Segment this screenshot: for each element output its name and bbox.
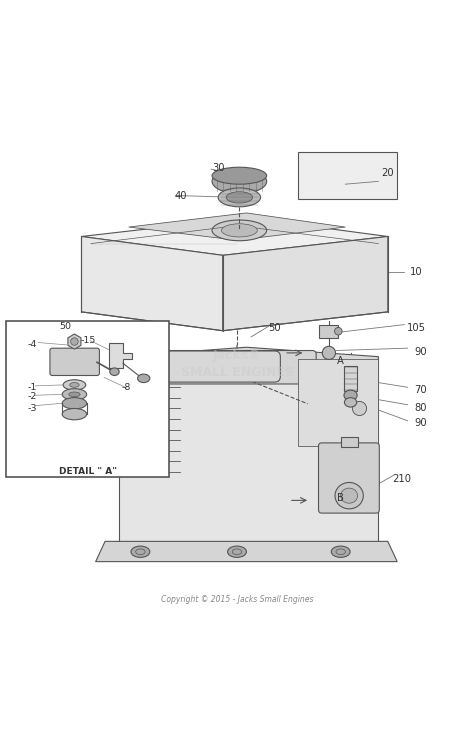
Ellipse shape (341, 488, 357, 503)
Polygon shape (128, 213, 346, 240)
FancyBboxPatch shape (139, 351, 316, 384)
Ellipse shape (131, 546, 150, 557)
Text: 10: 10 (410, 267, 422, 277)
Text: -15: -15 (81, 336, 96, 345)
Polygon shape (119, 347, 378, 366)
Text: A: A (337, 357, 344, 366)
Text: -4: -4 (27, 340, 36, 349)
Ellipse shape (345, 397, 357, 407)
Bar (6, 321, 169, 477)
Text: 30: 30 (212, 163, 224, 173)
Ellipse shape (335, 327, 342, 335)
Ellipse shape (137, 374, 150, 382)
Text: 90: 90 (414, 418, 427, 427)
Text: Jacks®
SMALL ENGINES: Jacks® SMALL ENGINES (181, 348, 293, 379)
Polygon shape (119, 436, 143, 442)
Ellipse shape (119, 402, 133, 415)
Ellipse shape (69, 392, 80, 397)
Text: DETAIL " A": DETAIL " A" (59, 467, 117, 476)
Text: -2: -2 (27, 392, 36, 401)
Ellipse shape (62, 397, 87, 409)
Polygon shape (119, 454, 143, 461)
Bar (319, 324, 338, 338)
Ellipse shape (335, 482, 363, 509)
Ellipse shape (110, 368, 119, 376)
Ellipse shape (331, 546, 350, 557)
Ellipse shape (71, 338, 78, 345)
Polygon shape (119, 427, 143, 433)
Text: 50: 50 (268, 324, 281, 333)
Text: B: B (337, 493, 344, 503)
Polygon shape (119, 357, 378, 543)
Ellipse shape (344, 390, 357, 400)
Polygon shape (119, 417, 143, 424)
Polygon shape (82, 237, 223, 330)
Polygon shape (82, 218, 388, 255)
Text: 80: 80 (415, 403, 427, 414)
Text: 20: 20 (382, 168, 394, 178)
Polygon shape (119, 445, 143, 452)
Ellipse shape (212, 167, 267, 184)
Text: 40: 40 (174, 192, 187, 201)
Ellipse shape (221, 224, 257, 237)
Polygon shape (119, 464, 143, 471)
Text: -3: -3 (27, 404, 37, 413)
Polygon shape (298, 152, 397, 199)
Ellipse shape (228, 546, 246, 557)
Polygon shape (68, 334, 81, 349)
Ellipse shape (212, 169, 267, 194)
Ellipse shape (212, 220, 267, 241)
FancyBboxPatch shape (50, 348, 100, 376)
Polygon shape (298, 359, 378, 446)
Ellipse shape (226, 192, 253, 203)
Ellipse shape (70, 382, 79, 388)
Text: -1: -1 (27, 383, 36, 392)
Text: Copyright © 2015 - Jacks Small Engines: Copyright © 2015 - Jacks Small Engines (161, 595, 313, 604)
FancyBboxPatch shape (165, 351, 280, 382)
Ellipse shape (62, 389, 87, 400)
Bar (345, 366, 357, 391)
Ellipse shape (322, 346, 336, 360)
Text: 70: 70 (414, 385, 427, 394)
Polygon shape (109, 343, 132, 368)
Text: 105: 105 (407, 324, 426, 333)
Text: 210: 210 (392, 474, 411, 484)
Polygon shape (223, 237, 388, 330)
Polygon shape (119, 379, 143, 386)
Polygon shape (96, 541, 397, 562)
Text: 90: 90 (414, 347, 427, 357)
Polygon shape (119, 398, 143, 405)
Polygon shape (119, 389, 143, 395)
Ellipse shape (218, 188, 261, 207)
FancyBboxPatch shape (319, 443, 379, 513)
Ellipse shape (62, 409, 87, 420)
Ellipse shape (63, 380, 86, 390)
Ellipse shape (353, 402, 366, 415)
Text: -8: -8 (121, 383, 131, 392)
Bar (341, 437, 357, 447)
Text: 50: 50 (59, 322, 71, 331)
Polygon shape (119, 408, 143, 414)
